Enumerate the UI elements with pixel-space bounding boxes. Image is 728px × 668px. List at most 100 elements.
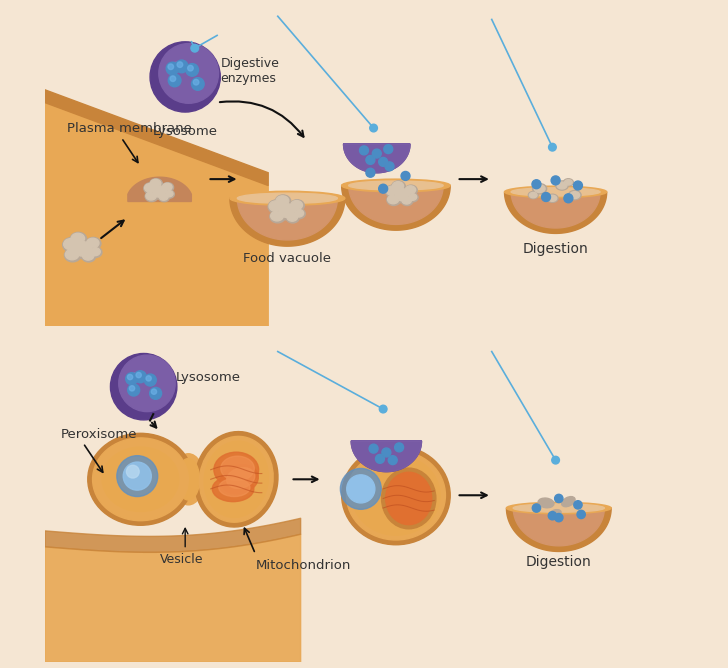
- Circle shape: [193, 79, 199, 85]
- Circle shape: [159, 43, 218, 104]
- Ellipse shape: [63, 238, 78, 250]
- Ellipse shape: [170, 62, 187, 71]
- Circle shape: [555, 494, 563, 502]
- Ellipse shape: [64, 248, 81, 262]
- Ellipse shape: [177, 458, 199, 500]
- Circle shape: [379, 184, 387, 193]
- Text: Digestion: Digestion: [523, 242, 588, 257]
- Ellipse shape: [150, 178, 162, 189]
- Circle shape: [166, 62, 179, 75]
- Ellipse shape: [63, 238, 80, 252]
- Ellipse shape: [66, 249, 79, 260]
- Circle shape: [385, 162, 394, 171]
- Ellipse shape: [226, 468, 255, 488]
- Polygon shape: [351, 441, 422, 472]
- Ellipse shape: [405, 185, 417, 196]
- Ellipse shape: [387, 194, 400, 206]
- Circle shape: [532, 504, 541, 512]
- Ellipse shape: [86, 237, 101, 250]
- Circle shape: [551, 176, 560, 185]
- Ellipse shape: [548, 195, 557, 201]
- Ellipse shape: [70, 232, 87, 246]
- Circle shape: [564, 194, 573, 203]
- Circle shape: [542, 192, 550, 202]
- Ellipse shape: [569, 190, 581, 200]
- Ellipse shape: [290, 200, 302, 210]
- Ellipse shape: [293, 209, 305, 218]
- Circle shape: [191, 44, 199, 52]
- Polygon shape: [513, 508, 604, 546]
- Ellipse shape: [352, 456, 440, 535]
- Ellipse shape: [219, 479, 250, 496]
- Ellipse shape: [387, 195, 399, 204]
- Ellipse shape: [555, 181, 569, 190]
- Ellipse shape: [194, 432, 278, 527]
- Circle shape: [191, 77, 204, 90]
- Ellipse shape: [129, 373, 146, 381]
- Ellipse shape: [270, 210, 285, 223]
- Polygon shape: [44, 90, 268, 186]
- Circle shape: [144, 374, 157, 386]
- Ellipse shape: [92, 438, 189, 520]
- Circle shape: [186, 63, 199, 76]
- Circle shape: [366, 156, 375, 164]
- Ellipse shape: [534, 185, 545, 192]
- Circle shape: [366, 168, 375, 177]
- Ellipse shape: [294, 210, 304, 217]
- Ellipse shape: [204, 441, 269, 518]
- Circle shape: [150, 42, 221, 112]
- Circle shape: [552, 456, 559, 464]
- Circle shape: [549, 144, 556, 151]
- Ellipse shape: [88, 434, 193, 525]
- Ellipse shape: [405, 186, 416, 194]
- Polygon shape: [511, 192, 600, 228]
- Ellipse shape: [385, 185, 400, 197]
- Circle shape: [127, 374, 132, 379]
- Ellipse shape: [199, 436, 273, 522]
- Circle shape: [369, 444, 378, 453]
- Ellipse shape: [73, 242, 92, 256]
- Polygon shape: [44, 102, 268, 326]
- Ellipse shape: [392, 181, 405, 192]
- Ellipse shape: [82, 251, 94, 260]
- Circle shape: [574, 501, 582, 509]
- Circle shape: [379, 158, 387, 166]
- Circle shape: [116, 456, 158, 496]
- Ellipse shape: [214, 452, 258, 487]
- Circle shape: [126, 373, 138, 385]
- Ellipse shape: [538, 498, 554, 508]
- Polygon shape: [237, 198, 337, 240]
- Circle shape: [532, 180, 541, 188]
- Circle shape: [379, 405, 387, 413]
- Circle shape: [136, 372, 141, 377]
- Ellipse shape: [159, 193, 168, 200]
- Ellipse shape: [276, 196, 289, 206]
- Circle shape: [151, 389, 157, 394]
- Circle shape: [130, 385, 135, 391]
- Ellipse shape: [145, 184, 156, 192]
- Circle shape: [577, 510, 585, 518]
- Polygon shape: [507, 508, 612, 552]
- Circle shape: [170, 76, 175, 81]
- Polygon shape: [119, 176, 200, 202]
- Circle shape: [382, 448, 391, 457]
- Ellipse shape: [513, 504, 604, 512]
- Circle shape: [384, 145, 392, 154]
- Ellipse shape: [347, 450, 446, 540]
- Circle shape: [119, 355, 175, 411]
- Ellipse shape: [408, 194, 416, 200]
- Polygon shape: [128, 177, 191, 202]
- Polygon shape: [344, 144, 410, 173]
- Ellipse shape: [71, 233, 84, 244]
- Circle shape: [372, 149, 381, 158]
- Ellipse shape: [162, 183, 172, 191]
- Ellipse shape: [237, 193, 337, 203]
- Ellipse shape: [529, 192, 537, 198]
- Ellipse shape: [287, 213, 298, 221]
- Circle shape: [150, 387, 162, 399]
- Ellipse shape: [562, 496, 575, 507]
- Ellipse shape: [277, 202, 298, 220]
- Ellipse shape: [268, 200, 285, 214]
- Ellipse shape: [271, 211, 283, 221]
- Ellipse shape: [152, 186, 167, 197]
